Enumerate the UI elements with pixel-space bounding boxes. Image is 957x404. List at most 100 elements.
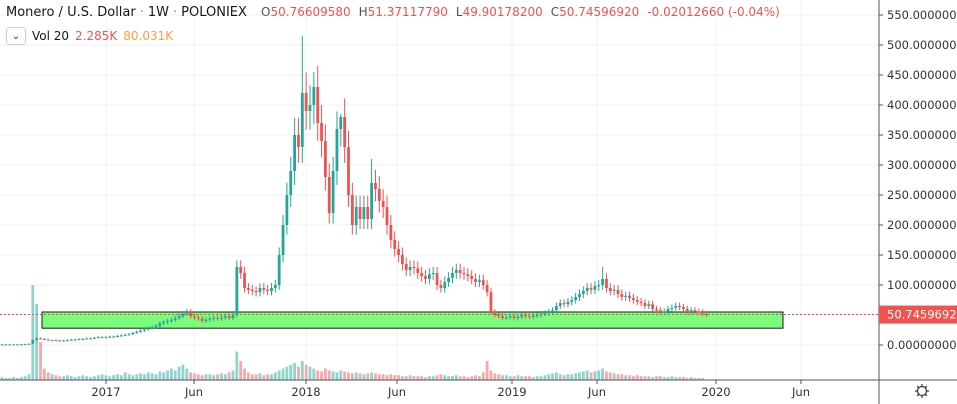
- volume-bar: [204, 374, 208, 380]
- candle: [705, 311, 708, 317]
- gear-tooth: [924, 385, 928, 389]
- volume-bar: [504, 375, 508, 380]
- volume-bar: [135, 374, 139, 380]
- candle-body: [447, 277, 450, 282]
- candle: [166, 318, 169, 325]
- volume-bar: [485, 361, 489, 380]
- candle: [112, 335, 116, 338]
- candle-body: [639, 301, 643, 303]
- candle: [343, 98, 347, 163]
- candle-body: [412, 267, 416, 269]
- candle-body: [670, 307, 674, 309]
- volume-bar: [478, 376, 481, 380]
- candle-body: [39, 338, 42, 340]
- volume-bar: [177, 366, 181, 380]
- candle-body: [239, 267, 243, 273]
- candle-body: [374, 183, 377, 189]
- candle-body: [616, 289, 620, 294]
- volume-bar: [635, 375, 639, 380]
- volume-bar: [651, 377, 655, 380]
- candle-body: [647, 304, 651, 306]
- volume-bar: [35, 304, 39, 380]
- volume-bar: [254, 374, 258, 380]
- symbol-name[interactable]: Monero / U.S. Dollar: [6, 5, 136, 20]
- candle-body: [662, 311, 666, 313]
- candle-body: [547, 312, 551, 314]
- volume-bar: [304, 364, 308, 380]
- candle: [470, 270, 474, 285]
- volume-bar: [19, 377, 23, 380]
- volume-bar: [262, 375, 266, 380]
- candle: [362, 195, 366, 230]
- volume-bar: [643, 376, 647, 380]
- candle-body: [316, 87, 320, 123]
- candle-body: [143, 329, 146, 331]
- volume-bar: [100, 374, 104, 380]
- candle-body: [69, 339, 73, 341]
- candle-body: [235, 267, 239, 315]
- volume-bar: [451, 376, 454, 380]
- volume-bar: [139, 373, 142, 380]
- candle: [678, 302, 681, 311]
- candle-body: [285, 195, 289, 225]
- candle-body: [266, 289, 270, 291]
- volume-bar: [285, 366, 289, 380]
- candle: [177, 313, 181, 321]
- candle: [512, 313, 516, 321]
- candle: [308, 85, 312, 130]
- candle-body: [516, 316, 520, 318]
- candle-body: [454, 270, 458, 273]
- time-tick-label: 2019: [497, 385, 526, 399]
- candle: [42, 338, 46, 341]
- chevron-down-icon[interactable]: ⌄: [6, 27, 26, 45]
- candle-body: [581, 291, 585, 294]
- candle: [89, 337, 92, 340]
- candle: [474, 273, 477, 288]
- candle-body: [231, 315, 235, 318]
- candle-body: [177, 316, 181, 318]
- candle-body: [196, 317, 200, 319]
- candle: [39, 337, 42, 340]
- candle: [23, 343, 27, 346]
- candle-body: [466, 274, 470, 276]
- volume-bar: [447, 376, 450, 380]
- candle-body: [123, 334, 127, 336]
- volume-bar: [131, 375, 135, 380]
- candle-body: [297, 135, 300, 147]
- candle: [139, 329, 142, 333]
- candle-body: [77, 339, 81, 340]
- candle-body: [216, 318, 219, 319]
- candle-body: [42, 339, 46, 340]
- last-price-label: 50.74596920: [887, 308, 957, 322]
- candle: [66, 339, 69, 342]
- time-tick-label: 2018: [291, 385, 320, 399]
- candle-body: [562, 303, 566, 305]
- candle: [466, 268, 470, 282]
- volume-bar: [46, 372, 50, 380]
- candle: [335, 111, 339, 185]
- volume-bar: [116, 374, 119, 380]
- candle: [231, 312, 235, 321]
- candle: [300, 36, 304, 163]
- candle: [239, 260, 243, 279]
- volume-bar: [462, 376, 466, 380]
- interval[interactable]: 1W: [147, 5, 169, 20]
- candle-body: [512, 316, 516, 318]
- candle-body: [385, 207, 389, 225]
- candle: [508, 313, 512, 320]
- candle: [558, 299, 562, 310]
- volume-bar: [350, 373, 354, 380]
- volume-bar: [678, 377, 681, 380]
- candle-body: [277, 255, 281, 285]
- volume-bar: [347, 372, 350, 380]
- candle-body: [574, 297, 578, 300]
- volume-bar: [543, 375, 547, 380]
- candle-body: [389, 225, 393, 240]
- volume-bar: [401, 376, 404, 380]
- price-tick-label: 400.00000000: [887, 98, 957, 112]
- candle: [220, 314, 223, 321]
- gear-icon[interactable]: [915, 384, 929, 398]
- volume-bar: [162, 372, 166, 380]
- volume-bar: [243, 368, 246, 380]
